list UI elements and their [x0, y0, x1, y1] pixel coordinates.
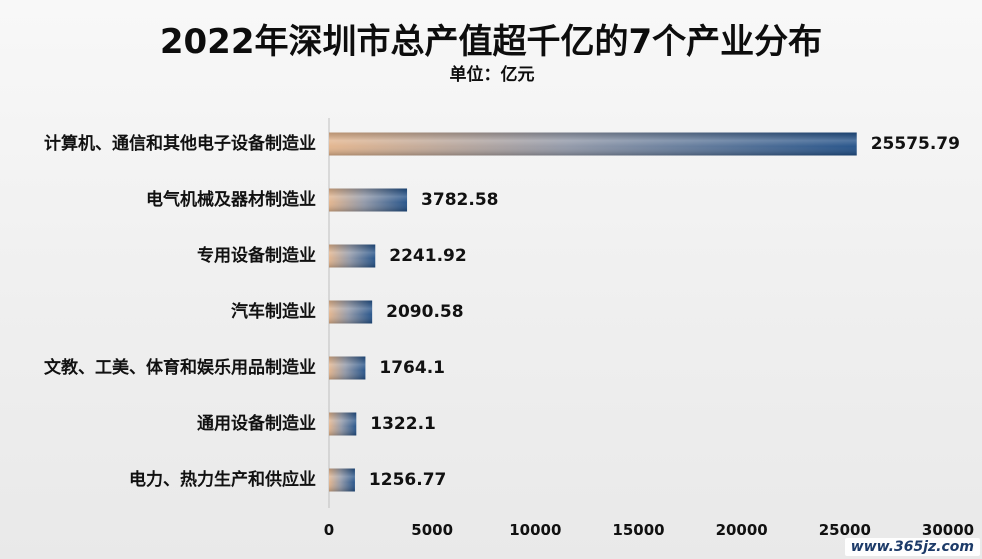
- plot-area: 计算机、通信和其他电子设备制造业 25575.79 电气机械及器材制造业 3782.5…: [44, 118, 974, 539]
- category-label: 计算机、通信和其他电子设备制造业: [44, 133, 316, 154]
- bar-shading: [329, 132, 857, 156]
- bar-shading: [329, 412, 357, 436]
- bar-shading: [329, 244, 376, 268]
- data-label: 1322.1: [370, 414, 436, 434]
- data-label: 1256.77: [369, 470, 446, 490]
- x-tick-label: 25000: [819, 521, 871, 539]
- x-tick-label: 20000: [716, 521, 768, 539]
- category-label: 文教、工美、体育和娱乐用品制造业: [44, 357, 316, 378]
- bar-shading: [329, 356, 366, 380]
- bar-shading: [329, 188, 408, 212]
- data-label: 2241.92: [389, 246, 466, 266]
- data-label: 2090.58: [386, 302, 463, 322]
- x-tick-label: 15000: [612, 521, 664, 539]
- chart-title: 2022年深圳市总产值超千亿的7个产业分布: [160, 22, 822, 62]
- data-label: 25575.79: [871, 134, 960, 154]
- category-label: 通用设备制造业: [197, 413, 316, 434]
- data-label: 3782.58: [421, 190, 498, 210]
- category-label: 专用设备制造业: [197, 245, 316, 266]
- x-tick-label: 0: [324, 521, 334, 539]
- data-label: 1764.1: [379, 358, 445, 378]
- watermark-logo: www.365jz.com: [844, 538, 980, 556]
- category-label: 汽车制造业: [231, 301, 316, 322]
- x-tick-label: 10000: [509, 521, 561, 539]
- bar-shading: [329, 468, 355, 492]
- x-tick-label: 30000: [922, 521, 974, 539]
- chart-subtitle: 单位：亿元: [450, 64, 535, 85]
- category-label: 电力、热力生产和供应业: [129, 469, 316, 490]
- bar-shading: [329, 300, 373, 324]
- category-label: 电气机械及器材制造业: [146, 189, 316, 210]
- x-tick-label: 5000: [411, 521, 453, 539]
